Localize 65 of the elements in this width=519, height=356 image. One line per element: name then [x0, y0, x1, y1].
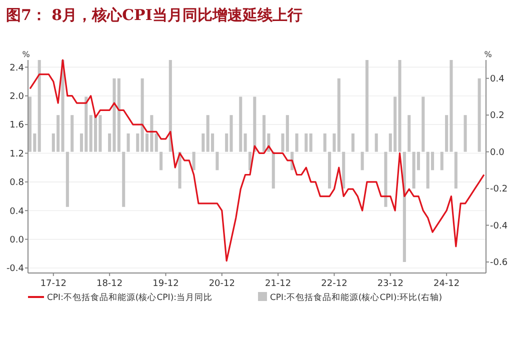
x-tick-label: 21-12	[264, 279, 292, 289]
x-tick-label: 22-12	[321, 279, 348, 289]
y2-tick-label: 0.4	[490, 74, 505, 85]
bar	[66, 152, 69, 207]
y-tick-label: 2.4	[10, 63, 24, 74]
bar	[464, 115, 467, 152]
bar	[202, 133, 205, 152]
bar	[408, 115, 411, 152]
x-tick-label: 18-12	[96, 279, 123, 289]
x-tick-label: 20-12	[208, 279, 235, 289]
y-tick-label: 1.6	[10, 120, 24, 131]
bar	[384, 152, 388, 207]
bar	[323, 133, 326, 152]
bar	[365, 60, 369, 152]
bar	[70, 115, 74, 152]
bar	[216, 152, 219, 170]
bar	[136, 133, 140, 152]
bar	[122, 152, 126, 207]
bar	[126, 133, 130, 152]
y-tick-label: 0.8	[10, 178, 24, 188]
bar	[304, 133, 308, 152]
y-tick-label: 0.4	[10, 206, 24, 217]
y-tick-label: 2.0	[10, 92, 24, 102]
bar	[454, 152, 458, 189]
bar	[402, 152, 406, 262]
chart-title: 图7： 8月，核心CPI当月同比增速延续上行	[6, 6, 302, 24]
y2-tick-label: -0.2	[490, 184, 508, 195]
y-tick-label: -0.4	[6, 264, 24, 274]
bar	[160, 152, 163, 170]
legend-label: CPI:不包括食品和能源(核心CPI):当月同比	[47, 292, 212, 303]
x-tick-label: 23-12	[377, 279, 404, 289]
y-tick-label: 1.2	[10, 149, 24, 160]
bar	[253, 96, 256, 152]
bar	[262, 115, 266, 152]
bar	[244, 133, 247, 152]
bar	[440, 152, 444, 170]
x-tick-label: 17-12	[40, 279, 66, 289]
y-axis-title: %	[22, 50, 30, 59]
bar	[28, 96, 32, 152]
bar	[295, 133, 298, 152]
y2-axis-title: %	[484, 50, 492, 59]
bar	[309, 133, 312, 152]
bar	[192, 152, 196, 170]
x-tick-label: 24-12	[433, 279, 460, 289]
bar	[351, 133, 354, 152]
bar	[478, 78, 481, 152]
bar	[360, 152, 364, 170]
bar	[328, 152, 332, 189]
bar	[272, 152, 275, 189]
bar	[94, 115, 98, 152]
line-series	[29, 59, 485, 262]
y2-tick-label: 0.2	[490, 111, 504, 122]
bar	[374, 133, 378, 152]
y2-tick-label: 0.0	[490, 148, 505, 158]
bar	[154, 133, 158, 152]
bar	[342, 152, 346, 189]
bar	[239, 96, 242, 152]
y-tick-label: 0.0	[10, 235, 24, 246]
bar	[422, 96, 425, 152]
legend-label: CPI:不包括食品和能源(核心CPI):环比(右轴)	[270, 292, 442, 303]
bar	[168, 60, 172, 152]
y2-tick-label: -0.4	[490, 221, 508, 232]
y2-tick-label: -0.6	[490, 258, 508, 268]
x-tick-label: 19-12	[152, 279, 179, 289]
bar	[38, 60, 41, 152]
